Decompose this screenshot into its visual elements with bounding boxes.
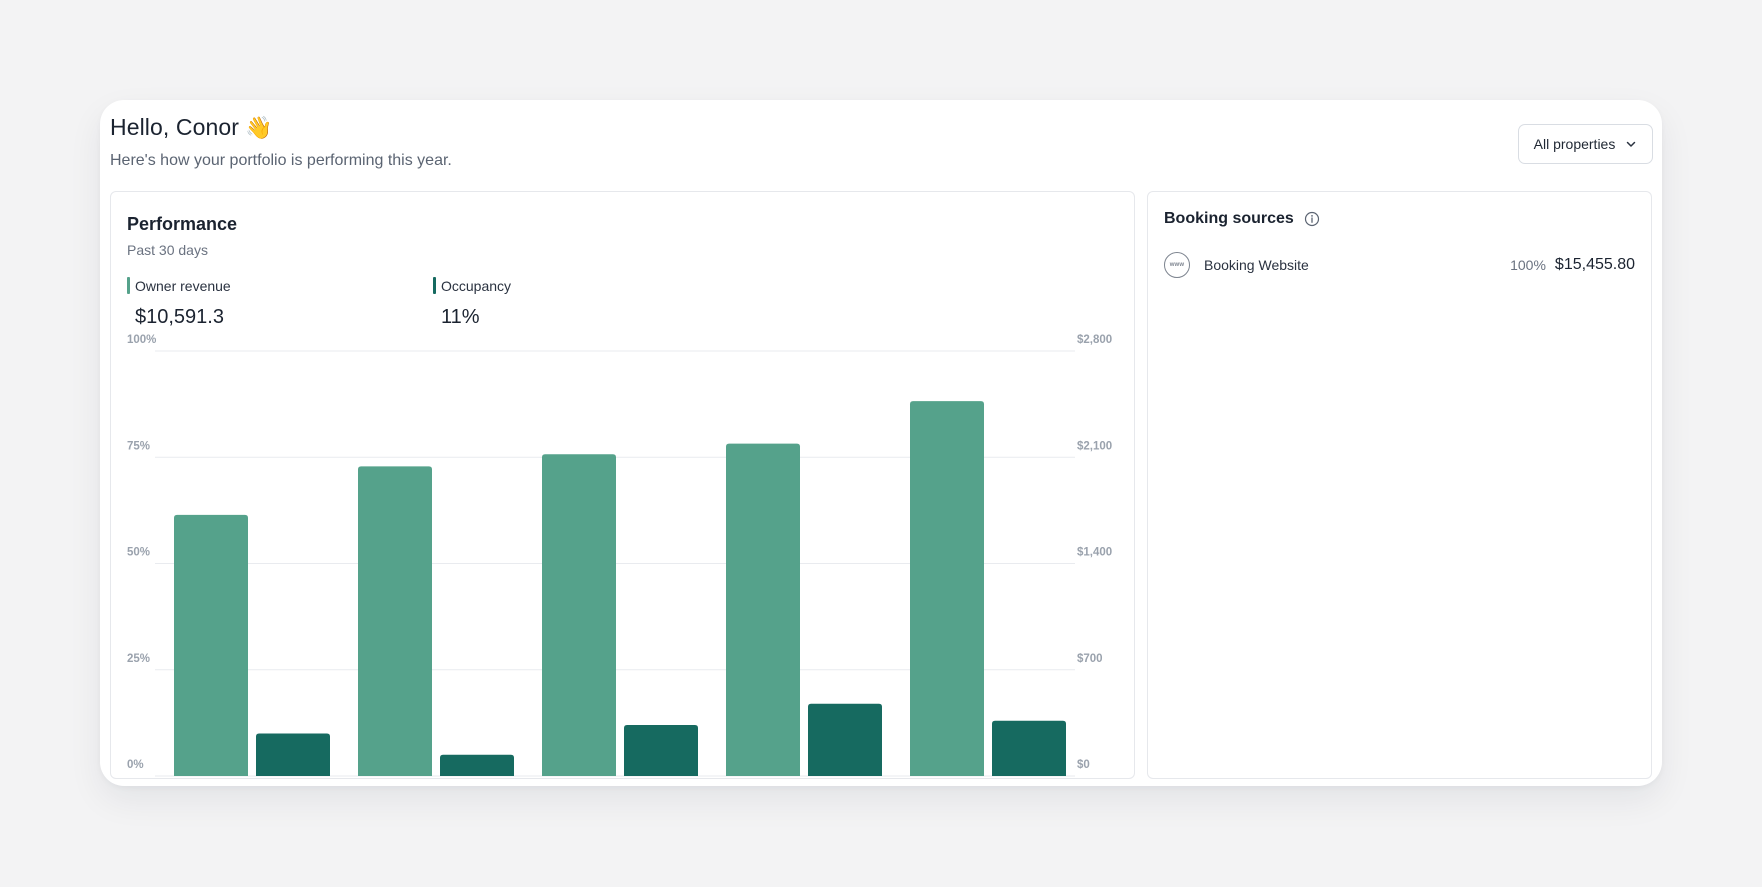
performance-period: Past 30 days — [127, 242, 208, 258]
occupancy-bar — [256, 733, 330, 776]
greeting-text: Hello, Conor — [110, 114, 240, 140]
booking-sources-title-text: Booking sources — [1164, 210, 1294, 227]
property-filter-label: All properties — [1533, 136, 1616, 152]
booking-source-percent: 100% — [1510, 257, 1546, 273]
x-axis-tick-label: 24-30 — [789, 779, 820, 780]
metric-label-row: Owner revenue — [127, 277, 231, 294]
occupancy-bar — [624, 725, 698, 776]
right-axis-tick-label: $700 — [1077, 653, 1103, 665]
owner-revenue-value: $10,591.3 — [135, 306, 224, 328]
owner-revenue-bar — [910, 401, 984, 776]
performance-title: Performance — [127, 214, 238, 234]
booking-source-amount: $15,455.80 — [1554, 256, 1635, 273]
left-axis-tick-label: 25% — [127, 653, 150, 665]
left-axis-tick-label: 0% — [127, 759, 144, 771]
owner-revenue-bar — [726, 443, 800, 776]
right-axis-tick-label: $0 — [1077, 759, 1090, 771]
x-axis-tick-label: 3-9 — [243, 779, 261, 780]
booking-source-name: Booking Website — [1204, 257, 1309, 273]
dashboard-card: Hello, Conor 👋 Here's how your portfolio … — [100, 100, 1662, 786]
www-icon-text: www — [1169, 262, 1185, 268]
right-axis-tick-label: $2,800 — [1077, 334, 1112, 346]
left-axis-tick-label: 100% — [127, 334, 156, 346]
occupancy-bar — [808, 703, 882, 776]
occupancy-bar — [992, 720, 1066, 776]
booking-source-row: www Booking Website 100% $15,455.80 — [1164, 250, 1635, 280]
left-axis-tick-label: 50% — [127, 547, 150, 559]
chevron-down-icon — [1627, 141, 1636, 147]
occupancy-value: 11% — [441, 306, 480, 328]
metric-owner-revenue: Owner revenue $10,591.3 — [127, 277, 231, 329]
owner-revenue-bar — [358, 466, 432, 776]
occupancy-label: Occupancy — [441, 277, 512, 294]
owner-revenue-bar — [174, 514, 248, 776]
globe-www-icon: www — [1164, 252, 1190, 278]
booking-sources-panel: Booking sources www Booking Website 100%… — [1147, 191, 1652, 779]
greeting-title: Hello, Conor 👋 — [110, 114, 273, 141]
owner-revenue-bar — [542, 454, 616, 776]
occupancy-legend-swatch — [433, 277, 436, 294]
left-axis-tick-label: 75% — [127, 440, 150, 452]
owner-revenue-label: Owner revenue — [135, 277, 231, 294]
x-axis-tick-label: 17-23 — [605, 779, 636, 780]
right-axis-tick-label: $2,100 — [1077, 440, 1112, 452]
performance-panel: Performance Past 30 days Owner revenue $… — [110, 191, 1135, 780]
right-axis-tick-label: $1,400 — [1077, 547, 1112, 559]
metric-occupancy: Occupancy 11% — [433, 277, 511, 329]
performance-bar-chart: 0% $0 25% $700 50% $1,400 75% $2,100 100% $2,800 3… — [127, 334, 1112, 780]
occupancy-bar — [440, 754, 514, 776]
x-axis-tick-label: 31-4 — [976, 779, 1000, 780]
wave-emoji: 👋 — [245, 116, 273, 141]
metric-label-row: Occupancy — [433, 277, 511, 294]
property-filter-dropdown[interactable]: All properties — [1518, 124, 1653, 164]
info-icon[interactable] — [1304, 211, 1320, 227]
x-axis-tick-label: 10-16 — [421, 779, 452, 780]
owner-revenue-legend-swatch — [127, 277, 130, 294]
greeting-subtitle: Here's how your portfolio is performing … — [110, 152, 452, 169]
booking-sources-title: Booking sources — [1164, 210, 1320, 228]
